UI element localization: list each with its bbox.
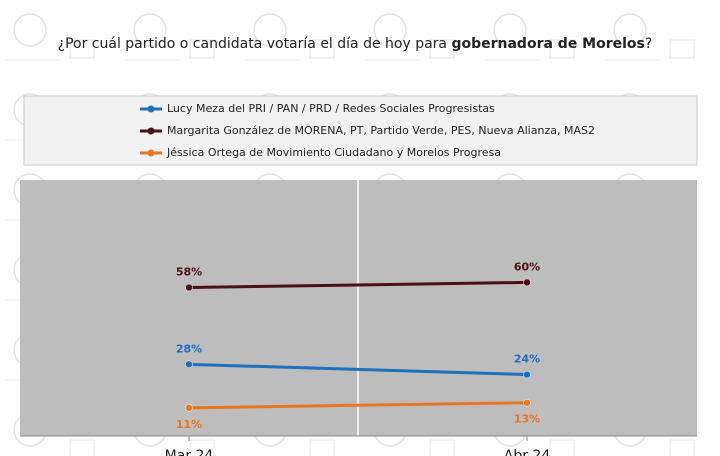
- series-line: [188, 401, 528, 410]
- legend-label: Lucy Meza del PRI / PAN / PRD / Redes So…: [167, 102, 495, 115]
- series-line: [188, 362, 528, 377]
- legend-marker: [147, 127, 155, 135]
- data-label: 13%: [514, 413, 540, 426]
- data-label: 28%: [176, 342, 202, 355]
- data-point: [185, 283, 193, 292]
- data-label: 24%: [514, 353, 540, 366]
- title-part: ?: [645, 36, 652, 52]
- legend-label: Jéssica Ortega de Movimiento Ciudadano y…: [166, 146, 501, 159]
- chart-title: ¿Por cuál partido o candidata votaría el…: [58, 36, 653, 52]
- x-tick-label: Mar 24: [165, 448, 214, 456]
- legend-marker: [147, 149, 155, 157]
- data-point: [185, 360, 193, 369]
- data-point: [523, 398, 531, 407]
- data-label: 11%: [176, 418, 202, 431]
- x-tick-label: Abr 24: [504, 448, 551, 456]
- series-line: [188, 280, 528, 290]
- legend-label: Margarita González de MORENA, PT, Partid…: [167, 124, 595, 137]
- data-point: [523, 278, 531, 287]
- title-part: gobernadora de Morelos: [451, 36, 644, 52]
- legend-box: [23, 95, 698, 166]
- legend-marker: [147, 105, 155, 113]
- data-label: 58%: [176, 266, 202, 279]
- data-label: 60%: [514, 260, 540, 273]
- data-point: [523, 370, 531, 379]
- title-part: ¿Por cuál partido o candidata votaría el…: [58, 36, 452, 52]
- data-point: [185, 404, 193, 412]
